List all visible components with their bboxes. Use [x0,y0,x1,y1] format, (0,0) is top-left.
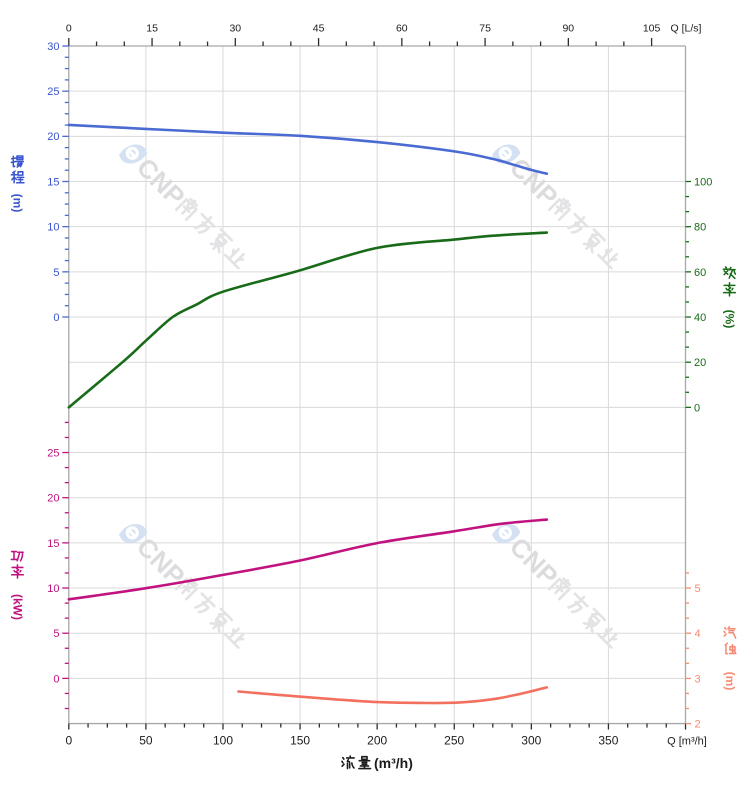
svg-text:0: 0 [65,734,72,748]
svg-text:40: 40 [694,312,706,324]
svg-text:0: 0 [694,402,700,414]
svg-text:20: 20 [694,357,706,369]
svg-text:15: 15 [47,538,59,550]
svg-text:(m³/h): (m³/h) [374,755,413,771]
svg-text:0: 0 [53,673,59,685]
svg-text:(m): (m) [723,672,737,691]
svg-text:4: 4 [695,628,701,640]
svg-text:60: 60 [396,23,408,35]
svg-text:100: 100 [694,176,712,188]
svg-text:2: 2 [695,719,701,731]
svg-text:105: 105 [643,23,661,35]
svg-text:5: 5 [53,628,59,640]
svg-text:20: 20 [47,131,59,143]
svg-text:60: 60 [694,267,706,279]
svg-text:25: 25 [47,86,59,98]
svg-text:20: 20 [47,493,59,505]
svg-text:25: 25 [47,447,59,459]
svg-text:0: 0 [53,312,59,324]
svg-text:30: 30 [229,23,241,35]
svg-text:15: 15 [146,23,158,35]
svg-text:90: 90 [562,23,574,35]
svg-text:(m): (m) [11,194,25,213]
svg-text:10: 10 [47,583,59,595]
svg-text:3: 3 [695,673,701,685]
svg-text:75: 75 [479,23,491,35]
svg-text:300: 300 [521,734,541,748]
svg-text:30: 30 [47,41,59,53]
svg-text:(%): (%) [723,310,737,329]
svg-text:10: 10 [47,222,59,234]
svg-text:50: 50 [139,734,153,748]
svg-text:15: 15 [47,176,59,188]
svg-text:80: 80 [694,222,706,234]
svg-text:5: 5 [53,267,59,279]
svg-text:200: 200 [367,734,387,748]
svg-text:350: 350 [598,734,618,748]
svg-text:Q [L/s]: Q [L/s] [671,23,702,35]
svg-text:Q [m³/h]: Q [m³/h] [667,736,707,748]
svg-text:150: 150 [290,734,310,748]
svg-text:0: 0 [66,23,72,35]
svg-text:250: 250 [444,734,464,748]
svg-text:45: 45 [313,23,325,35]
svg-text:100: 100 [213,734,233,748]
svg-text:5: 5 [695,583,701,595]
svg-text:(kW): (kW) [11,594,25,620]
